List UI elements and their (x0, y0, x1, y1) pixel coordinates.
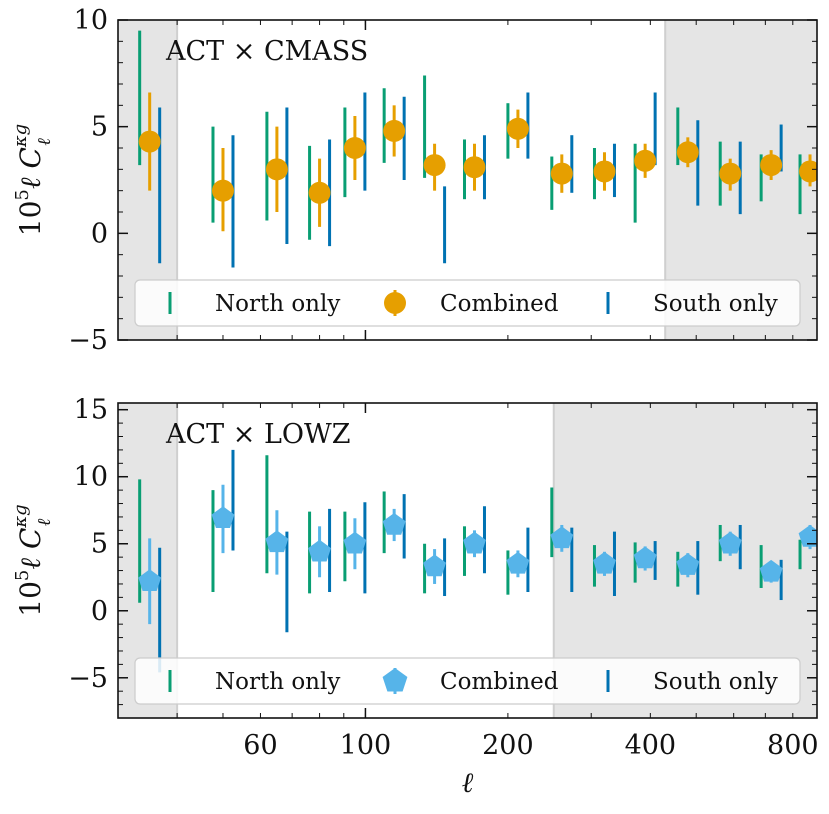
combined-point (759, 559, 783, 582)
legend: North only Combined South only (134, 657, 801, 705)
combined-point (506, 551, 530, 574)
data-layer (138, 30, 817, 268)
combined-point (634, 149, 657, 172)
combined-point (676, 553, 700, 575)
legend-label: North only (215, 669, 340, 695)
x-tick-label: 100 (340, 730, 392, 761)
legend-label: Combined (440, 291, 559, 317)
combined-point (799, 160, 817, 183)
y-axis-label-symbol: ℓ C (14, 528, 47, 570)
y-axis-label-base: 10 (14, 201, 47, 237)
y-tick-label: 5 (91, 112, 108, 143)
combined-point (506, 117, 529, 140)
x-tick-label: 60 (243, 730, 277, 761)
y-axis-label-exponent: 5 (12, 189, 33, 200)
panel-title: ACT × CMASS (165, 36, 368, 67)
y-tick-label: −5 (68, 325, 108, 356)
combined-point (550, 526, 574, 549)
legend-label: South only (653, 669, 778, 695)
combined-point (383, 119, 406, 142)
x-tick-label: 200 (482, 730, 534, 761)
panel-title: ACT × LOWZ (165, 419, 351, 450)
combined-point (265, 158, 288, 181)
combined-point (211, 179, 234, 202)
y-axis-label: 105ℓ Cκg ℓ (10, 124, 55, 236)
x-axis-label: ℓ (462, 766, 474, 799)
y-tick-label: 5 (91, 529, 108, 560)
combined-point (676, 141, 699, 164)
axes-frame (117, 402, 818, 719)
x-tick-label: 800 (767, 730, 819, 761)
combined-point (593, 160, 616, 183)
combined-point (633, 546, 657, 569)
combined-point (382, 513, 406, 535)
y-axis-label-superscript: κg (10, 504, 31, 528)
legend-box (134, 657, 801, 705)
combined-point (463, 531, 486, 554)
y-axis-label-subscript: ℓ (34, 518, 55, 526)
y-axis-label-subscript: ℓ (34, 138, 55, 146)
y-tick-label: 15 (74, 395, 108, 426)
y-tick-label: 0 (91, 596, 108, 627)
combined-point (211, 506, 235, 528)
legend-label: Combined (440, 669, 559, 695)
combined-point (760, 154, 783, 177)
combined-point (423, 154, 446, 177)
combined-point (550, 162, 573, 185)
y-axis-label-superscript: κg (10, 124, 31, 148)
data-layer (138, 449, 817, 673)
legend: North only Combined South only (134, 279, 801, 327)
combined-point (719, 162, 742, 185)
combined-point (138, 130, 161, 153)
combined-point (423, 554, 446, 577)
combined-point (463, 156, 486, 179)
y-tick-label: 10 (74, 5, 108, 36)
y-tick-label: 0 (91, 218, 108, 249)
legend-handle-marker (382, 668, 408, 692)
combined-point (308, 181, 331, 204)
legend-handle-marker (384, 292, 406, 314)
y-tick-label: 10 (74, 462, 108, 493)
axes-frame (117, 19, 818, 341)
combined-point (718, 531, 742, 554)
legend-box (134, 279, 801, 327)
y-tick-label: −5 (68, 663, 108, 694)
combined-point (343, 531, 367, 554)
y-axis-label-base: 10 (14, 581, 47, 617)
combined-point (593, 551, 616, 574)
combined-point (343, 137, 366, 159)
x-tick-label: 400 (625, 730, 677, 761)
y-axis-label-exponent: 5 (12, 570, 33, 581)
combined-point (138, 569, 162, 591)
legend-label: South only (653, 291, 778, 317)
legend-label: North only (215, 291, 340, 317)
combined-point (265, 530, 289, 553)
combined-point (308, 539, 331, 562)
y-axis-label-symbol: ℓ C (14, 147, 47, 189)
y-axis-label: 105ℓ Cκg ℓ (10, 504, 55, 616)
